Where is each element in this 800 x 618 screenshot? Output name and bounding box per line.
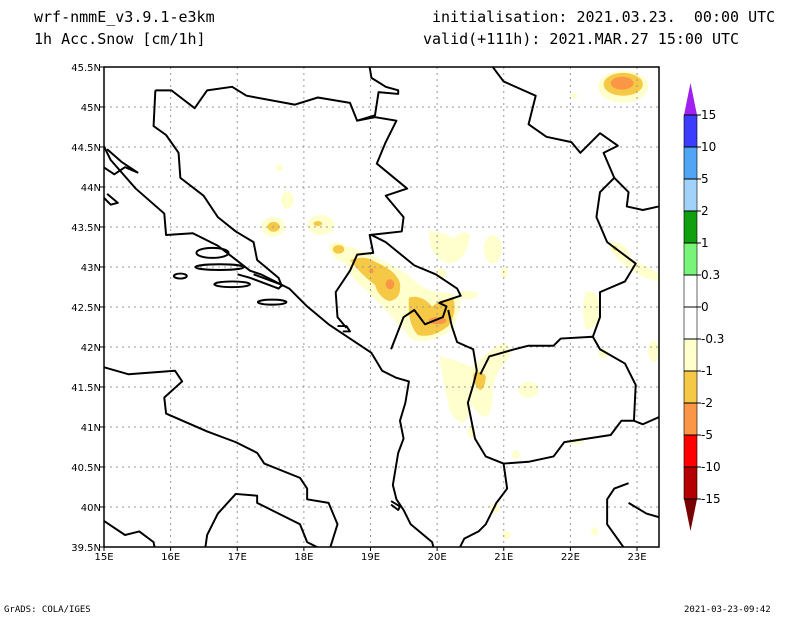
greece-coast-2 — [628, 502, 659, 519]
croatia-north-coast — [104, 148, 139, 176]
colorbar-label: 1 — [701, 236, 709, 250]
bosnia-border — [155, 85, 409, 329]
lon-label: 21E — [494, 552, 513, 563]
serbia-bulgaria-border — [492, 67, 637, 338]
lat-label: 44.5N — [71, 143, 101, 154]
colorbar-segment — [683, 306, 698, 340]
montenegro-albania-border — [370, 234, 462, 350]
plot-timestamp: 2021-03-23-09:42 — [684, 605, 771, 615]
lon-label: 17E — [228, 552, 247, 563]
italy-south-coast — [104, 519, 156, 547]
colorbar-bottom-arrow — [684, 499, 697, 531]
lat-label: 44N — [81, 183, 101, 194]
lon-label: 22E — [561, 552, 580, 563]
peljesac-peninsula — [237, 273, 284, 290]
lat-label: 40.5N — [71, 463, 101, 474]
lat-label: 41.5N — [71, 383, 101, 394]
colorbar-segment — [683, 274, 698, 308]
island-mljet — [256, 298, 288, 306]
bulgaria-romania-border — [613, 177, 659, 211]
colorbar-label: 10 — [701, 140, 716, 154]
lon-label: 20E — [428, 552, 447, 563]
colorbar-label: 15 — [701, 108, 716, 122]
lon-label: 16E — [161, 552, 180, 563]
island-brac — [195, 246, 230, 259]
italy-coast — [104, 366, 339, 547]
colorbar-segment — [683, 178, 698, 212]
island-vis — [172, 272, 188, 280]
colorbar-segment — [683, 146, 698, 180]
kotor-bay — [337, 325, 351, 333]
colorbar-label: 2 — [701, 204, 709, 218]
island-hvar — [194, 263, 245, 271]
colorbar-segment — [683, 402, 698, 436]
lat-label: 42N — [81, 343, 101, 354]
lat-label: 45N — [81, 103, 101, 114]
field-title: 1h Acc.Snow [cm/1h] — [34, 30, 206, 48]
colorbar-top-arrow — [684, 83, 697, 115]
map-gridlines — [104, 67, 659, 547]
serbia-north-border — [356, 67, 400, 122]
snow-moderate-areas — [267, 72, 643, 391]
colorbar-label: -1 — [701, 364, 713, 378]
lat-label: 43N — [81, 263, 101, 274]
albania-lake — [390, 500, 401, 511]
lat-label: 40N — [81, 503, 101, 514]
greece-east-coast — [606, 482, 629, 547]
lon-label: 15E — [94, 552, 113, 563]
colorbar-label: -5 — [701, 428, 713, 442]
lon-label: 19E — [361, 552, 380, 563]
lat-label: 39.5N — [71, 543, 101, 554]
colorbar-segment — [683, 338, 698, 372]
croatia-bosnia-border — [152, 90, 284, 288]
init-time: initialisation: 2021.03.23. 00:00 UTC — [432, 8, 776, 26]
snow-light-areas — [261, 70, 659, 540]
valid-time: valid(+111h): 2021.MAR.27 15:00 UTC — [423, 30, 740, 48]
colorbar-segment — [683, 210, 698, 244]
map-axes: 15E 16E 17E 18E 19E 20E 21E 22E 23E 39.5N 40N 40.5N… — [71, 63, 646, 563]
colorbar-label: -2 — [701, 396, 713, 410]
colorbar-segment — [683, 114, 698, 148]
colorbar-label: -10 — [701, 460, 721, 474]
colorbar-label: 5 — [701, 172, 709, 186]
model-title: wrf-nmmE_v3.9.1-e3km — [34, 8, 215, 26]
lon-label: 23E — [627, 552, 646, 563]
colorbar-segment — [683, 370, 698, 404]
lat-label: 41N — [81, 423, 101, 434]
lat-label: 42.5N — [71, 303, 101, 314]
grads-credit: GrADS: COLA/IGES — [4, 605, 91, 615]
lat-label: 45.5N — [71, 63, 101, 74]
colorbar-segment — [683, 434, 698, 468]
snow-heavy-areas — [369, 76, 634, 325]
albania-east-border — [447, 309, 509, 547]
lon-label: 18E — [294, 552, 313, 563]
adriatic-coast-east — [104, 145, 435, 547]
colorbar-label: 0 — [701, 300, 709, 314]
colorbar-segment — [683, 242, 698, 276]
coastlines-and-borders — [104, 67, 659, 547]
greece-north-border — [503, 419, 634, 465]
snow-field — [261, 70, 659, 540]
colorbar: 15 10 5 2 1 0.3 0 -0.3 -1 -2 -5 -10 -15 — [683, 83, 724, 531]
colorbar-label: -0.3 — [701, 332, 724, 346]
colorbar-segment — [683, 466, 698, 500]
colorbar-label: -15 — [701, 492, 721, 506]
island-korcula — [213, 280, 251, 289]
croatia-istria-coast — [104, 193, 119, 206]
colorbar-label: 0.3 — [701, 268, 720, 282]
lat-label: 43.5N — [71, 223, 101, 234]
